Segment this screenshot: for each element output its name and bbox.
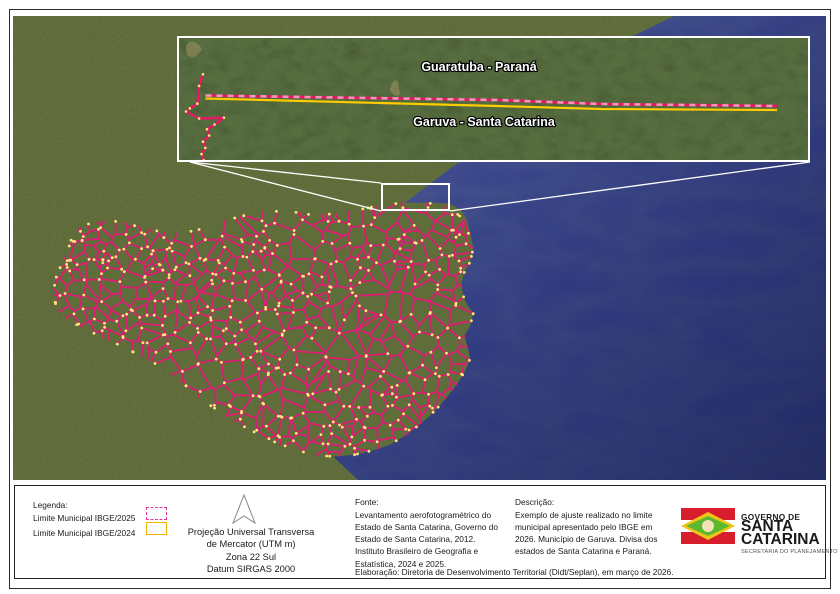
svg-text:Garuva - Santa Catarina: Garuva - Santa Catarina	[413, 115, 556, 129]
svg-text:Guaratuba - Paraná: Guaratuba - Paraná	[421, 60, 536, 74]
